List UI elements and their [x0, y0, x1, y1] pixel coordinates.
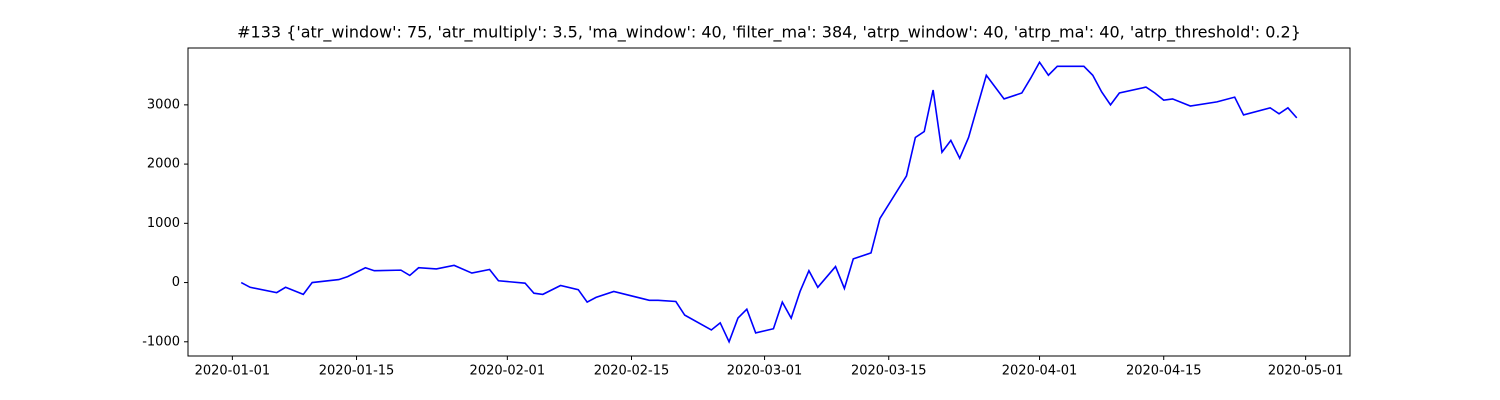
x-tick-label: 2020-01-01	[195, 364, 271, 379]
x-tick-label: 2020-02-15	[594, 364, 670, 379]
y-tick-label: 2000	[147, 157, 180, 172]
x-tick-label: 2020-02-01	[470, 364, 546, 379]
plot-frame	[187, 47, 1351, 357]
x-tick-label: 2020-04-15	[1126, 364, 1202, 379]
x-tick-label: 2020-03-15	[851, 364, 927, 379]
x-tick-label: 2020-03-01	[727, 364, 803, 379]
x-tick-label: 2020-04-01	[1002, 364, 1078, 379]
y-tick-label: 3000	[147, 97, 180, 112]
line	[240, 60, 1298, 344]
x-tick-label: 2020-01-15	[319, 364, 395, 379]
x-tick-label: 2020-05-01	[1268, 364, 1344, 379]
y-tick-label: 1000	[147, 216, 180, 231]
y-tick-label: -1000	[142, 334, 180, 349]
y-tick-label: 0	[172, 275, 180, 290]
chart-title: #133 {'atr_window': 75, 'atr_multiply': …	[237, 23, 1301, 43]
